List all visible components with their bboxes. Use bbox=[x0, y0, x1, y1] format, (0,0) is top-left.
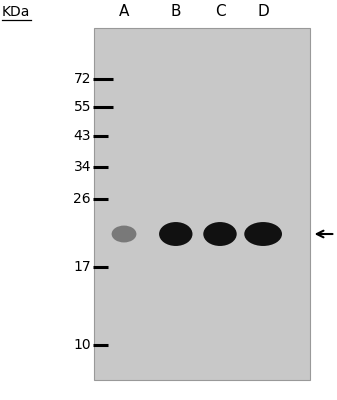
Ellipse shape bbox=[203, 222, 237, 246]
Ellipse shape bbox=[159, 222, 192, 246]
Ellipse shape bbox=[112, 226, 136, 242]
Text: D: D bbox=[257, 4, 269, 20]
Text: A: A bbox=[119, 4, 129, 20]
Text: 26: 26 bbox=[73, 192, 91, 206]
Text: KDa: KDa bbox=[2, 6, 30, 20]
Bar bbox=[94, 28, 310, 380]
Text: B: B bbox=[171, 4, 181, 20]
Ellipse shape bbox=[244, 222, 282, 246]
Text: 55: 55 bbox=[73, 100, 91, 114]
Text: 17: 17 bbox=[73, 260, 91, 274]
Text: 10: 10 bbox=[73, 338, 91, 352]
Text: 72: 72 bbox=[73, 72, 91, 86]
Text: 43: 43 bbox=[73, 128, 91, 142]
Text: 34: 34 bbox=[73, 160, 91, 174]
Text: C: C bbox=[215, 4, 225, 20]
